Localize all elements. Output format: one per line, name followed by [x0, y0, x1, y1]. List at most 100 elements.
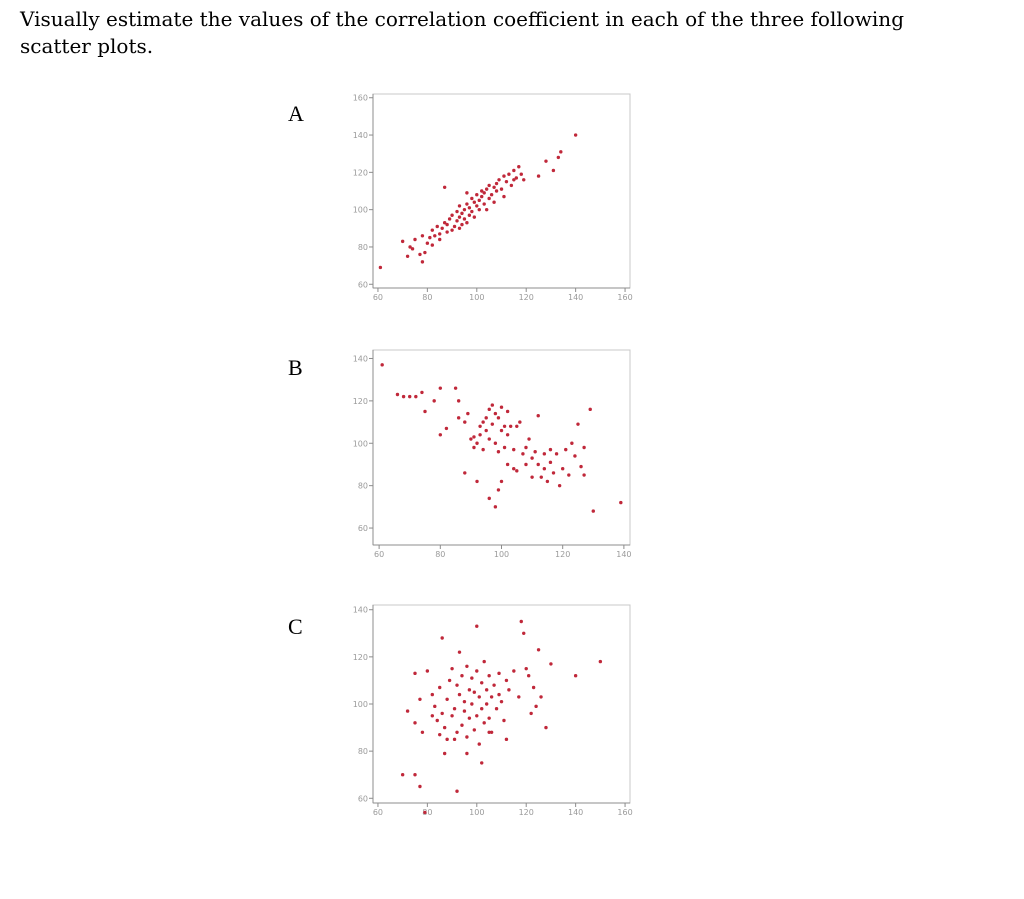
data-point — [470, 702, 474, 706]
data-point — [509, 183, 514, 188]
data-point — [477, 742, 481, 746]
data-point — [435, 718, 439, 723]
data-point — [465, 735, 469, 739]
data-point — [455, 683, 459, 687]
data-point — [467, 206, 472, 210]
data-point — [487, 437, 491, 441]
data-point — [512, 178, 516, 182]
plot-label-a: A — [288, 101, 304, 126]
data-point — [423, 810, 427, 815]
data-point — [405, 709, 410, 713]
data-point — [542, 466, 547, 471]
y-tick-label: 60 — [358, 524, 368, 533]
data-point — [440, 711, 444, 716]
data-point — [445, 737, 449, 742]
data-point — [512, 669, 516, 673]
y-tick-label: 60 — [358, 794, 368, 803]
data-point — [455, 730, 459, 734]
data-point — [466, 411, 470, 416]
data-point — [573, 133, 578, 137]
data-point — [536, 648, 541, 652]
data-point — [497, 178, 501, 182]
y-tick-label: 80 — [358, 747, 368, 756]
data-point — [408, 394, 412, 399]
y-tick-label: 80 — [358, 243, 368, 252]
data-point — [470, 209, 474, 214]
data-point — [502, 194, 506, 199]
data-point — [489, 193, 494, 197]
data-point — [548, 460, 553, 465]
data-point — [499, 428, 504, 433]
x-tick-label: 140 — [616, 550, 631, 559]
data-point — [490, 403, 495, 407]
question-text: Visually estimate the values of the corr… — [20, 7, 904, 58]
data-point — [487, 407, 491, 412]
data-point — [450, 213, 454, 217]
data-point — [489, 695, 494, 699]
data-point — [405, 254, 410, 258]
plot-frame-a — [372, 93, 631, 289]
data-point — [487, 674, 491, 678]
data-point — [499, 479, 504, 484]
x-tick-label: 80 — [422, 808, 432, 817]
data-point — [430, 714, 435, 718]
data-point — [465, 751, 469, 756]
data-point — [502, 718, 506, 723]
plot-label-c: C — [288, 614, 303, 639]
data-point — [453, 386, 458, 390]
data-point — [450, 714, 454, 718]
data-point — [517, 695, 521, 699]
data-point — [519, 619, 523, 624]
data-point — [457, 215, 462, 219]
data-point — [579, 464, 583, 469]
data-point — [425, 241, 430, 245]
data-point — [549, 662, 553, 666]
x-tick-label: 100 — [469, 293, 484, 302]
data-point — [487, 196, 491, 201]
data-point — [477, 695, 481, 699]
data-point — [480, 761, 484, 765]
data-point — [438, 232, 442, 236]
data-point — [570, 441, 574, 445]
data-point — [529, 711, 533, 716]
data-point — [493, 441, 498, 445]
data-point — [507, 688, 511, 692]
data-point — [428, 235, 432, 240]
data-point — [469, 437, 473, 441]
data-point — [536, 414, 540, 418]
x-tick-label: 80 — [435, 550, 445, 559]
data-point — [465, 191, 469, 195]
data-point — [475, 714, 479, 718]
data-point — [460, 222, 464, 227]
data-point — [484, 428, 488, 433]
data-point — [573, 674, 578, 678]
data-point — [438, 732, 442, 737]
data-point — [524, 445, 528, 450]
data-point — [548, 447, 553, 452]
y-tick-label: 100 — [353, 700, 368, 709]
data-point — [430, 243, 435, 247]
data-point — [472, 200, 477, 204]
data-point — [545, 479, 550, 484]
data-point — [457, 692, 462, 697]
x-tick-label: 60 — [373, 808, 383, 817]
y-tick-label: 120 — [353, 397, 368, 406]
data-point — [482, 721, 486, 725]
data-point — [480, 681, 484, 685]
data-point — [588, 407, 592, 412]
x-tick-label: 140 — [568, 808, 583, 817]
data-point — [423, 250, 427, 255]
data-point — [530, 456, 534, 460]
data-point — [433, 704, 437, 709]
data-point — [530, 475, 534, 479]
data-point — [460, 674, 464, 678]
data-point — [480, 189, 484, 193]
data-point — [435, 224, 439, 229]
data-point — [494, 189, 499, 193]
x-tick-label: 60 — [374, 550, 384, 559]
data-point — [472, 728, 477, 732]
data-point — [438, 386, 443, 390]
data-point — [560, 466, 565, 471]
data-point — [475, 669, 479, 673]
